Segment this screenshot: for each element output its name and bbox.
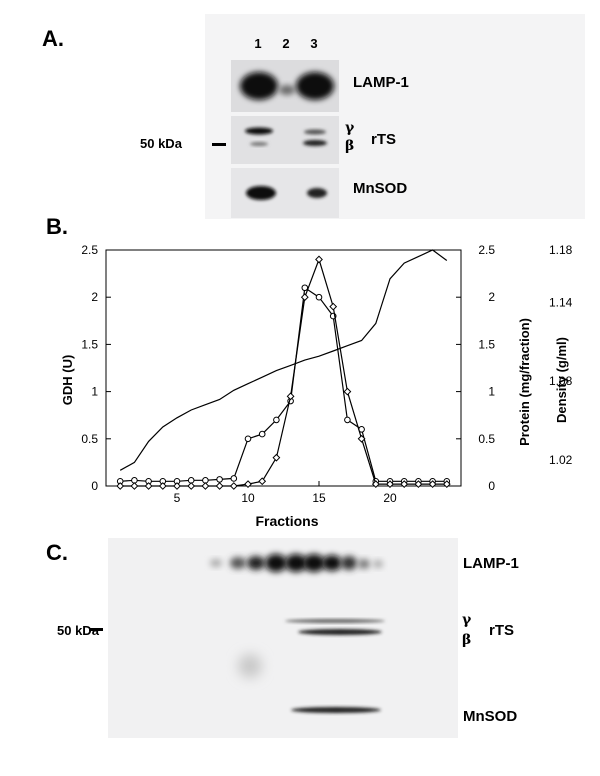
- series-2-point: [414, 480, 423, 489]
- series-2-point: [329, 302, 338, 311]
- x-axis-label: Fractions: [255, 513, 318, 529]
- series-1-point: [315, 293, 323, 301]
- y-tick-label: 1: [91, 385, 98, 399]
- marker-tick: [212, 143, 226, 146]
- series-2-point: [116, 482, 125, 490]
- blot-label-gamma: γ: [345, 120, 355, 136]
- gel-marker-tick: [89, 628, 103, 631]
- series-2-point: [258, 477, 267, 486]
- y-tick-label: 2.5: [81, 243, 98, 257]
- panel-a-letter: A.: [42, 26, 64, 51]
- series-2-point: [173, 482, 181, 490]
- series-1-point: [258, 430, 266, 438]
- blot-lamp1-band-lane1: [240, 72, 278, 100]
- blot-lamp1-band-lane3: [296, 72, 334, 100]
- series-2-point: [300, 293, 309, 302]
- series-2-point: [400, 480, 409, 489]
- blot-rts-strip: [231, 116, 339, 164]
- series-2-point: [272, 453, 281, 462]
- y3-tick-label: 1.08: [549, 374, 573, 388]
- series-2-point: [371, 480, 380, 489]
- series-2-point: [357, 434, 366, 443]
- panel-a-blots: [231, 60, 339, 218]
- series-1-point: [244, 435, 252, 443]
- series-2-point: [187, 482, 196, 490]
- y2-tick-label: 0: [488, 479, 495, 493]
- series-2-point: [244, 480, 252, 489]
- series-2-point: [229, 482, 238, 490]
- y3-axis-label: Density (g/ml): [554, 337, 569, 423]
- x-tick-label: 5: [174, 491, 181, 505]
- gradient-chart: 5 10 15 20 0 0.5 1 1.5 2 2.5 0 0.5 1 1.5 2 2.5 1.02 1.08 1…: [60, 243, 573, 529]
- series-line-1: [120, 286, 447, 482]
- y-tick-label: 2: [91, 290, 98, 304]
- y2-tick-label: 1: [488, 385, 495, 399]
- blot-label-rts: rTS: [371, 131, 397, 148]
- series-2-point: [286, 392, 295, 401]
- panel-c-gel: [108, 538, 458, 738]
- lane-label-2: 2: [282, 36, 290, 51]
- y-tick-label: 0.5: [81, 432, 98, 446]
- x-tick-label: 20: [383, 491, 397, 505]
- gel-label-mnsod: MnSOD: [463, 708, 518, 725]
- gel-marker-label-50kda: 50 kDa: [57, 623, 99, 638]
- gel-label-rts: rTS: [489, 622, 515, 639]
- series-2-point: [315, 255, 323, 264]
- series-2-point: [343, 387, 352, 396]
- series-1-point: [216, 476, 223, 483]
- series-2-point: [144, 482, 153, 490]
- plot-frame: [105, 249, 462, 487]
- blot-mnsod-band-lane3: [307, 188, 327, 198]
- y-tick-label: 1.5: [81, 337, 98, 351]
- y2-tick-label: 2: [488, 290, 495, 304]
- gel-label-lamp1: LAMP-1: [463, 555, 519, 572]
- x-tick-label: 10: [241, 491, 255, 505]
- y2-tick-label: 1.5: [478, 337, 495, 351]
- series-line-3: [119, 249, 448, 471]
- gel-label-gamma: γ: [462, 612, 472, 628]
- blot-label-lamp1: LAMP-1: [353, 74, 409, 91]
- lane-label-3: 3: [310, 36, 318, 51]
- series-line-2: [120, 257, 447, 487]
- lane-label-1: 1: [254, 36, 262, 51]
- gel-background: [108, 538, 458, 738]
- blot-mnsod-band-lane1: [246, 186, 276, 200]
- blot-rts-beta-lane3: [303, 140, 327, 146]
- series-2-point: [130, 482, 139, 490]
- panel-c-letter: C.: [46, 540, 68, 565]
- x-tick-label: 15: [312, 491, 326, 505]
- series-1-point: [230, 475, 238, 482]
- series-2-point: [442, 480, 451, 489]
- blot-rts-gamma-lane3: [304, 129, 326, 135]
- blot-rts-gamma-lane1: [245, 127, 273, 135]
- y3-tick-label: 1.02: [549, 453, 573, 467]
- blot-lamp1-band-lane2: [279, 85, 295, 95]
- series-2-point: [215, 482, 224, 490]
- y3-tick-label: 1.18: [549, 243, 573, 257]
- y2-tick-label: 2.5: [478, 243, 495, 257]
- series-2-point: [158, 482, 167, 490]
- series-1-point: [273, 416, 280, 424]
- blot-label-mnsod: MnSOD: [353, 180, 408, 197]
- series-2-point: [201, 482, 210, 490]
- y3-tick-label: 1.14: [549, 295, 573, 309]
- series-1-point: [344, 416, 351, 424]
- y2-tick-label: 0.5: [478, 432, 495, 446]
- series-2-point: [386, 480, 394, 489]
- blot-label-beta: β: [345, 138, 355, 154]
- marker-label-50kda: 50 kDa: [140, 136, 182, 151]
- blot-rts-beta-lane1: [250, 142, 268, 146]
- series-2-point: [428, 480, 437, 489]
- gel-label-beta: β: [462, 632, 472, 648]
- y-axis-label: GDH (U): [60, 355, 75, 406]
- series-1-point: [301, 284, 309, 292]
- panel-b-letter: B.: [46, 214, 68, 239]
- y2-axis-label: Protein (mg/fraction): [517, 318, 532, 446]
- y-tick-label: 0: [91, 479, 98, 493]
